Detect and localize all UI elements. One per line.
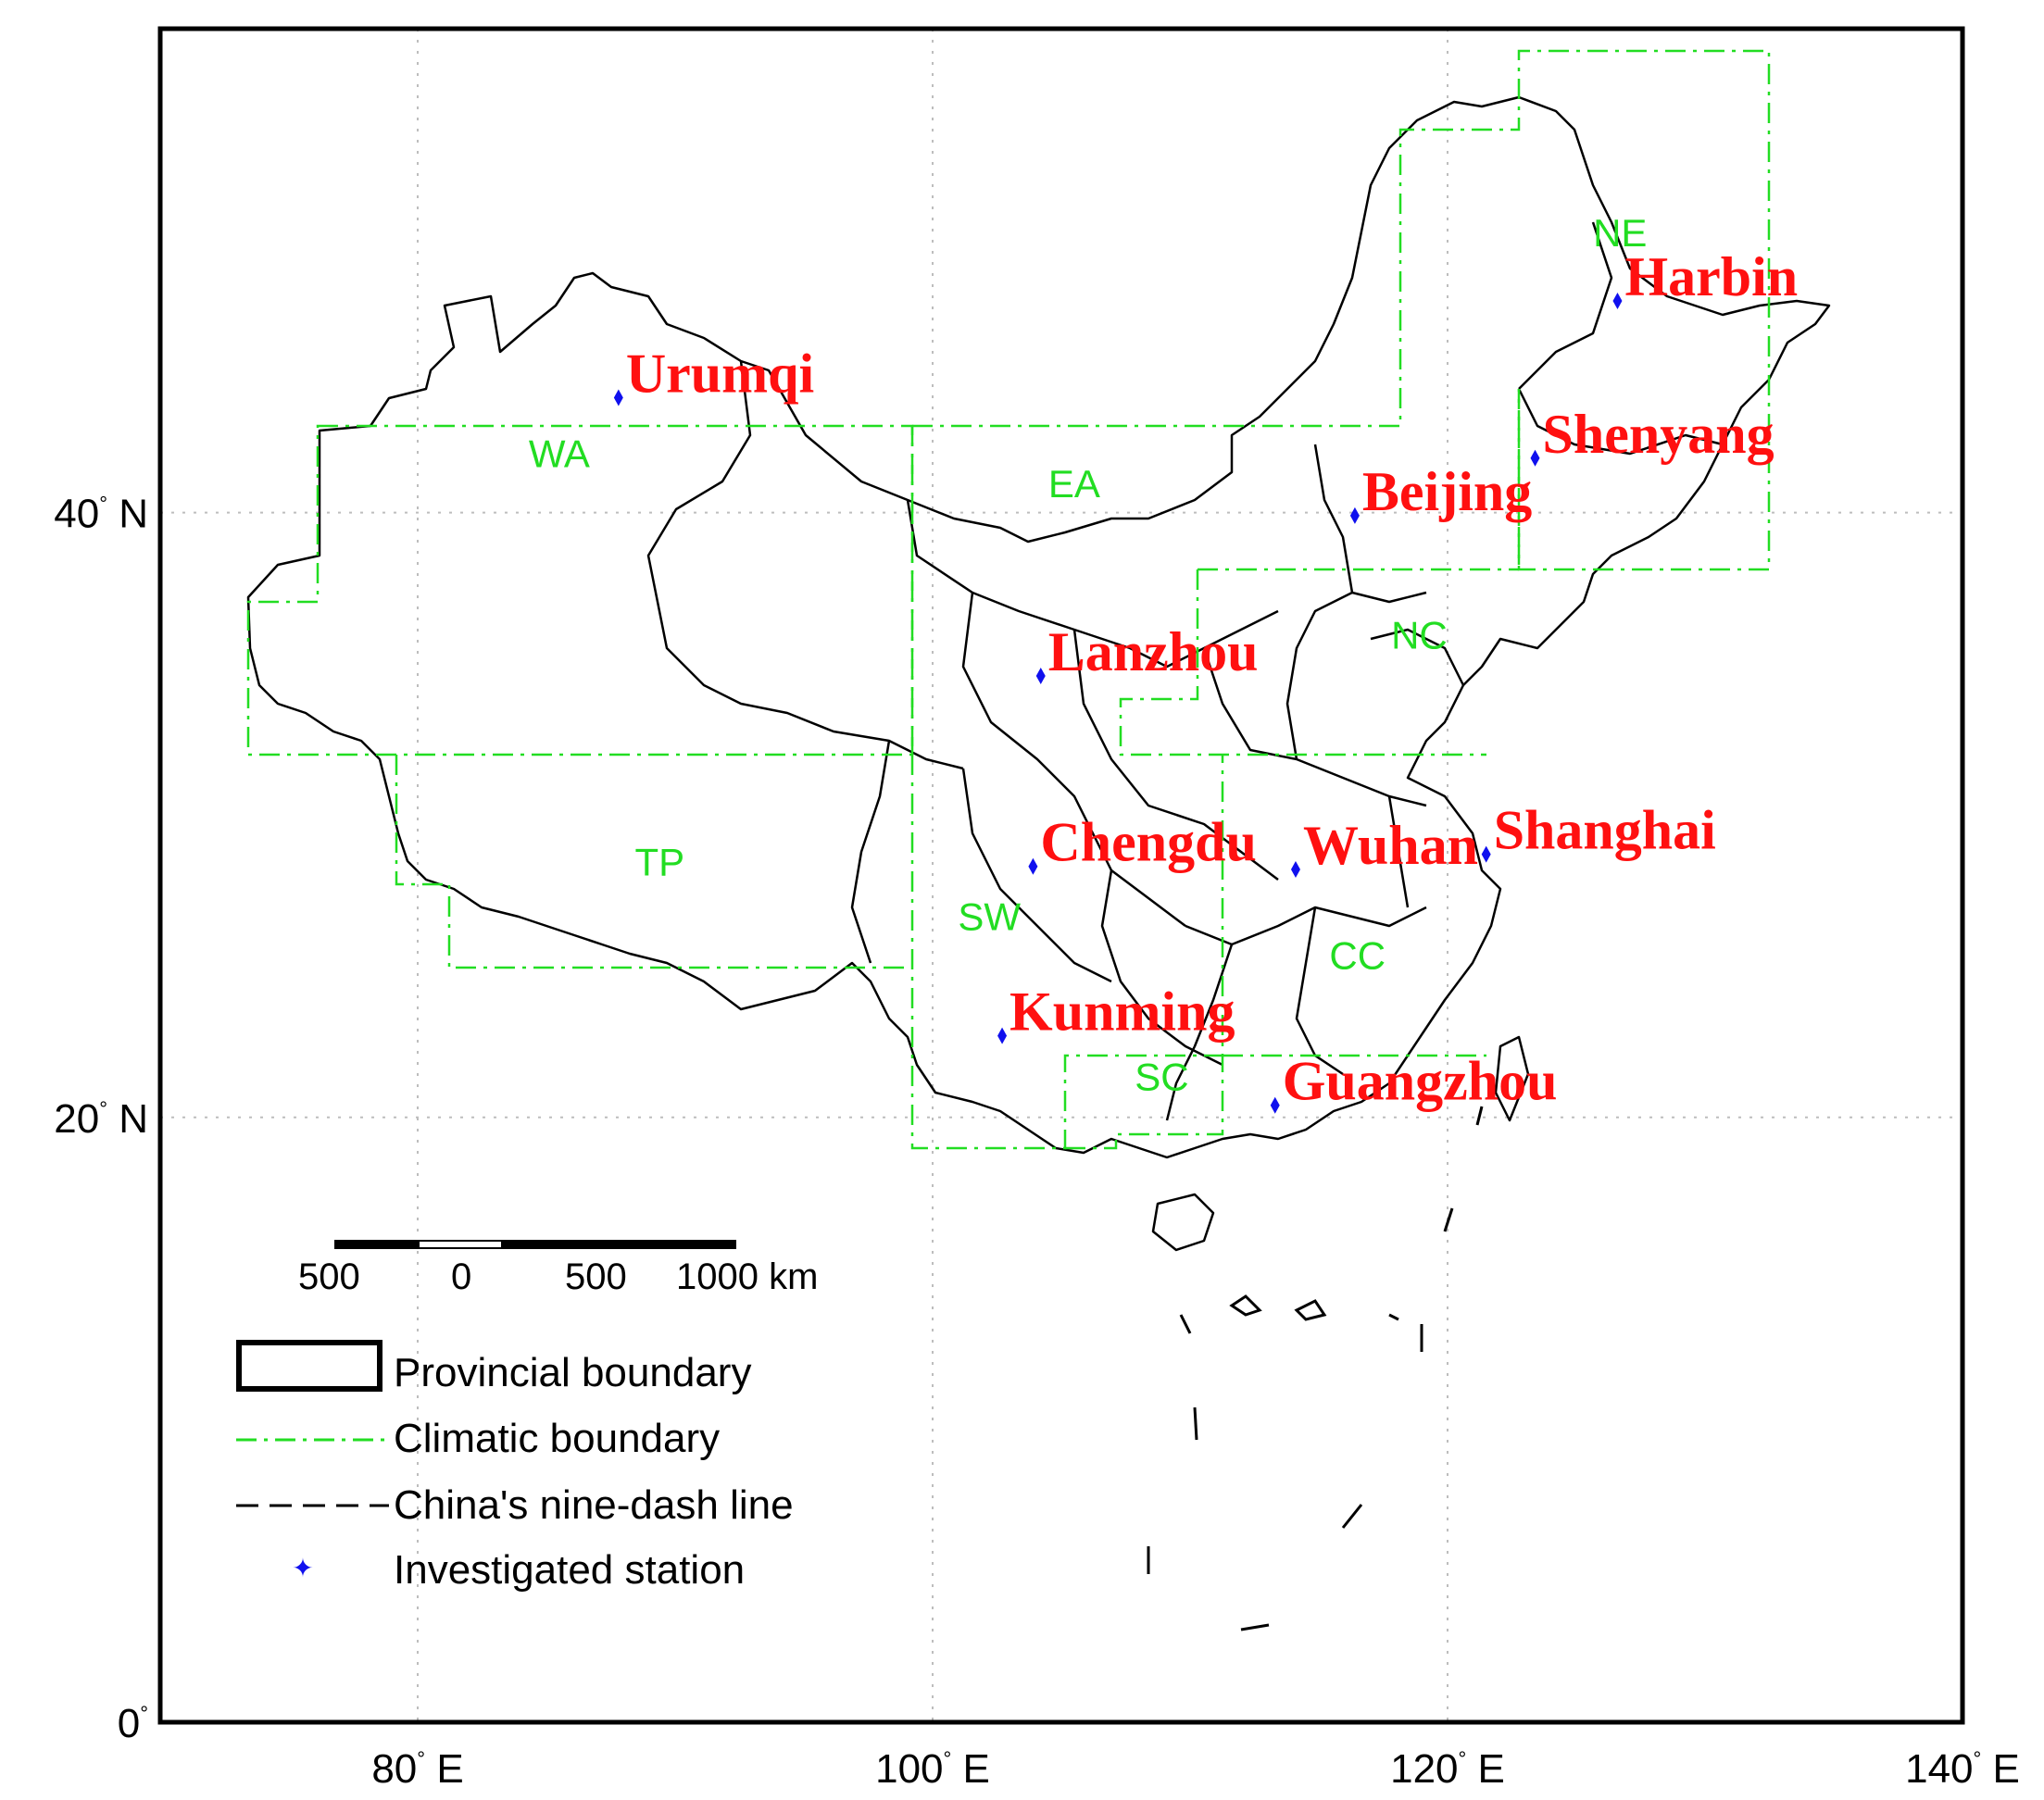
x-tick-label: 100° E [875, 1746, 990, 1792]
climatic-boundary-line [1119, 569, 1486, 756]
internal-boundary [1072, 629, 1279, 881]
station-marker [613, 389, 623, 406]
station-label: Urumqi [626, 343, 814, 404]
longitude-tick-labels: 80° E 100° E 120° E 140° E [371, 1746, 2020, 1792]
internal-boundary [1295, 906, 1344, 1076]
region-label-sc: SC [1135, 1055, 1188, 1098]
internal-boundary [646, 360, 964, 770]
region-label-ne: NE [1593, 211, 1647, 255]
graticule [160, 29, 1962, 1722]
legend-label-nine-dash: China's nine-dash line [394, 1482, 794, 1528]
station-shenyang: Shenyang [1530, 404, 1774, 467]
station-kunming: Kunming [997, 981, 1235, 1044]
map-frame [157, 26, 1965, 1725]
climatic-boundary-line [912, 49, 1771, 571]
y-tick-label: 0° [118, 1701, 148, 1746]
station-guangzhou: Guangzhou [1270, 1051, 1558, 1114]
provincial-boundaries [246, 95, 1831, 1252]
internal-boundary [961, 592, 1186, 927]
legend: Provincial boundary Climatic boundary Ch… [236, 1340, 794, 1593]
latitude-tick-labels: 40° N 20° N 0° [54, 492, 148, 1746]
region-label-sw: SW [958, 894, 1021, 938]
station-marker [1028, 857, 1038, 875]
x-tick-label: 80° E [371, 1746, 463, 1792]
taiwan-island [1494, 1035, 1530, 1122]
station-label: Harbin [1624, 246, 1798, 307]
station-marker [1270, 1096, 1280, 1114]
station-marker [1481, 845, 1491, 863]
region-label-cc: CC [1329, 934, 1386, 978]
station-label: Lanzhou [1048, 621, 1259, 682]
climatic-boundaries [246, 49, 1771, 1150]
station-marker [1530, 449, 1540, 467]
station-label: Shanghai [1494, 800, 1716, 861]
hainan-island [1151, 1193, 1215, 1252]
scale-label: 0 [451, 1256, 471, 1297]
internal-boundary [1165, 944, 1234, 1121]
station-lanzhou: Lanzhou [1035, 621, 1259, 684]
internal-boundary [850, 740, 891, 964]
internal-boundary [961, 768, 1112, 983]
y-tick-label: 20° N [54, 1096, 148, 1142]
region-label-ea: EA [1048, 462, 1100, 506]
station-marker [1612, 292, 1623, 309]
station-beijing: Beijing [1349, 461, 1532, 524]
station-label: Beijing [1362, 461, 1532, 522]
station-label: Wuhan [1303, 815, 1478, 876]
internal-boundary [1517, 388, 1724, 456]
station-label: Guangzhou [1283, 1051, 1558, 1112]
internal-boundary [1100, 869, 1223, 1067]
legend-swatch-province [236, 1340, 382, 1392]
station-harbin: Harbin [1612, 246, 1798, 309]
scale-label: 1000 km [676, 1256, 818, 1297]
station-label: Chengdu [1040, 812, 1256, 873]
legend-swatch-station: ✦ [292, 1553, 313, 1583]
legend-label-station: Investigated station [394, 1547, 745, 1593]
y-tick-label: 40° N [54, 492, 148, 537]
scale-label: 500 [565, 1256, 627, 1297]
scale-bar: 500 0 500 1000 km [298, 1240, 818, 1297]
station-marker [1035, 667, 1046, 684]
station-marker [1290, 860, 1300, 878]
station-shanghai: Shanghai [1481, 800, 1716, 863]
climatic-boundary-line [395, 755, 912, 969]
station-label: Shenyang [1543, 404, 1774, 465]
internal-boundary [1370, 628, 1465, 686]
station-marker [1349, 506, 1360, 524]
station-label: Kunming [1009, 981, 1235, 1043]
nine-dash-line [1147, 1106, 1484, 1631]
region-label-tp: TP [634, 841, 684, 884]
climatic-boundary-line [1065, 1056, 1224, 1150]
internal-boundary [1518, 221, 1613, 390]
internal-boundary [1387, 795, 1410, 908]
internal-boundary [1285, 591, 1427, 760]
region-label-wa: WA [529, 432, 590, 476]
internal-boundary [906, 499, 1279, 669]
station-urumqi: Urumqi [613, 343, 814, 406]
legend-label-climatic: Climatic boundary [394, 1416, 720, 1461]
x-tick-label: 120° E [1390, 1746, 1505, 1792]
region-label-nc: NC [1391, 614, 1448, 657]
station-marker [997, 1027, 1008, 1044]
x-tick-label: 140° E [1905, 1746, 2020, 1792]
station-wuhan: Wuhan [1290, 815, 1478, 878]
climate-region-labels: WA EA NE NC TP SW CC SC [529, 211, 1648, 1098]
station-chengdu: Chengdu [1028, 812, 1257, 875]
scale-label: 500 [298, 1256, 360, 1297]
legend-label-province: Provincial boundary [394, 1350, 751, 1395]
internal-boundary [1313, 444, 1354, 594]
china-outline [246, 95, 1831, 1159]
